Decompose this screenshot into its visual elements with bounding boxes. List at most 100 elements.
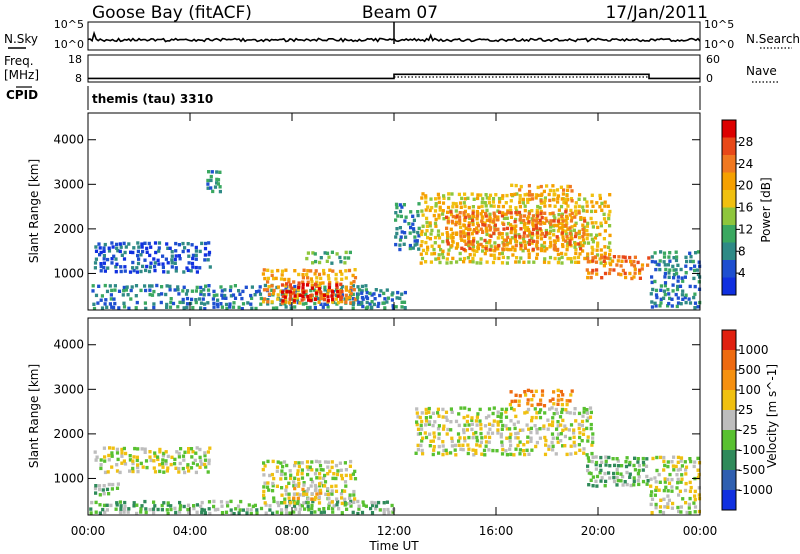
power-cell <box>400 205 404 209</box>
velocity-cell <box>276 460 280 464</box>
power-cell <box>519 243 523 248</box>
power-cell <box>318 260 322 265</box>
power-cell <box>100 294 104 298</box>
velocity-cell <box>158 463 162 467</box>
velocity-cell <box>697 486 701 490</box>
velocity-cell <box>364 504 368 508</box>
velocity-cell <box>666 477 670 482</box>
velocity-cell <box>343 489 347 493</box>
power-cell <box>411 222 415 226</box>
velocity-cell <box>680 473 684 477</box>
velocity-cell <box>563 444 567 448</box>
power-cell <box>491 200 495 204</box>
velocity-cell <box>427 422 431 426</box>
velocity-cell <box>161 458 165 462</box>
power-cell <box>485 248 489 252</box>
power-cell <box>198 266 202 270</box>
power-cell <box>288 283 292 287</box>
velocity-cell <box>297 510 301 515</box>
velocity-cell <box>377 500 381 505</box>
power-cell <box>581 227 585 231</box>
velocity-cell <box>288 500 293 505</box>
velocity-cell <box>536 402 540 407</box>
velocity-cell <box>102 484 106 488</box>
power-cell <box>206 288 211 292</box>
power-cell <box>437 213 441 217</box>
velocity-cell <box>679 510 683 514</box>
velocity-cell <box>382 508 386 512</box>
velocity-cell <box>330 492 334 496</box>
velocity-cell <box>667 481 672 485</box>
velocity-cell <box>612 475 616 480</box>
velocity-cell <box>586 468 590 473</box>
velocity-cell <box>300 476 305 480</box>
velocity-cell <box>105 508 109 512</box>
power-cell <box>684 255 688 259</box>
velocity-cell <box>450 410 454 414</box>
power-cell <box>488 212 492 216</box>
velocity-cell <box>693 460 697 464</box>
velocity-cell <box>499 432 503 436</box>
power-cell <box>434 224 438 228</box>
velocity-cell <box>264 503 268 507</box>
velocity-cell <box>179 447 183 451</box>
velocity-cell <box>271 484 275 488</box>
power-cell <box>591 204 595 208</box>
velocity-cell <box>156 457 160 462</box>
power-cell <box>459 225 463 230</box>
power-cell <box>212 293 216 298</box>
power-cell <box>154 250 158 255</box>
power-cell <box>168 305 173 309</box>
velocity-cell <box>158 450 162 454</box>
velocity-cell <box>203 453 207 458</box>
power-cell <box>491 197 496 201</box>
power-cell <box>476 223 480 228</box>
power-cell <box>157 241 162 245</box>
power-cell <box>500 214 504 218</box>
power-cell <box>514 210 518 215</box>
power-cell <box>539 193 543 198</box>
power-cell <box>668 296 672 301</box>
power-cell <box>310 286 314 290</box>
power-cell <box>313 272 317 276</box>
velocity-cell <box>569 393 573 397</box>
velocity-cell <box>482 448 487 453</box>
power-cell <box>553 256 557 261</box>
power-cell <box>484 226 488 230</box>
velocity-cell <box>161 454 165 458</box>
power-cell <box>279 298 283 302</box>
power-cell <box>344 269 348 273</box>
power-cell <box>318 284 322 288</box>
power-cell <box>211 189 215 194</box>
velocity-cell <box>419 423 423 428</box>
power-cell <box>590 237 594 241</box>
power-cell <box>231 305 236 309</box>
velocity-cell <box>466 414 470 418</box>
power-cell <box>548 229 553 233</box>
power-cell <box>199 289 203 294</box>
power-cell <box>475 211 480 215</box>
power-cell <box>340 272 344 276</box>
power-cell <box>420 240 424 244</box>
velocity-cell <box>116 457 120 462</box>
power-cell <box>355 298 359 302</box>
power-colorbar-swatch <box>722 207 736 225</box>
velocity-cell <box>526 407 531 412</box>
velocity-cell <box>505 453 509 457</box>
power-cell <box>501 211 505 215</box>
velocity-cell <box>152 466 156 470</box>
velocity-cell <box>289 473 293 477</box>
power-cell <box>160 285 164 289</box>
velocity-cell <box>484 440 489 444</box>
velocity-cell <box>514 414 518 419</box>
power-cell <box>654 293 659 297</box>
power-cell <box>135 300 139 305</box>
power-cell <box>676 279 680 283</box>
power-cell <box>334 272 338 277</box>
power-cell <box>556 260 560 265</box>
velocity-cell <box>253 503 257 508</box>
power-cell <box>306 280 310 284</box>
power-cell <box>530 209 534 213</box>
power-colorbar-swatch <box>722 260 736 278</box>
power-cell <box>488 248 492 252</box>
